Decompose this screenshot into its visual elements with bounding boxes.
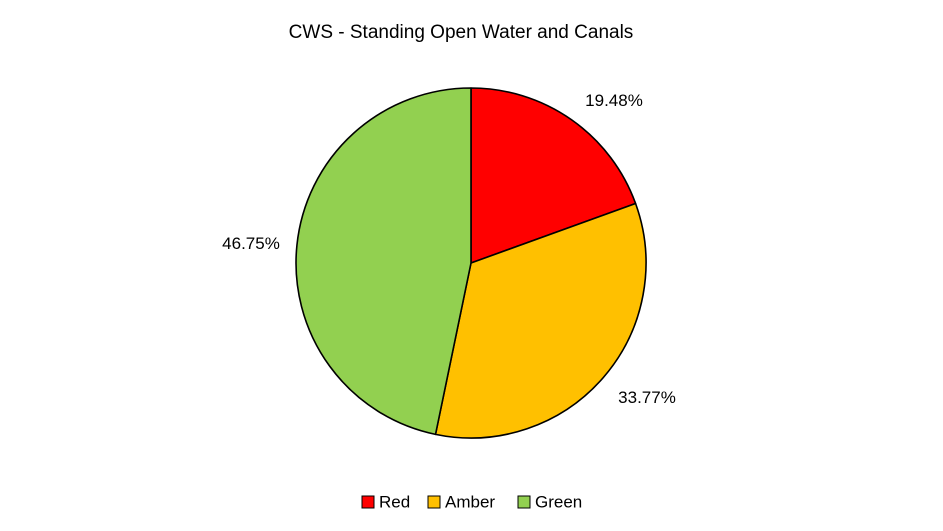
legend-item-red: Red (361, 493, 410, 512)
pie-slice-green (295, 87, 472, 436)
pie-slice-amber (434, 202, 647, 439)
legend-item-amber: Amber (427, 493, 495, 512)
data-label-green: 46.75% (222, 234, 280, 253)
data-label-red: 19.48% (585, 91, 643, 110)
data-label-amber: 33.77% (618, 388, 676, 407)
legend: Red Amber Green (361, 493, 582, 512)
data-labels: 19.48% 33.77% 46.75% (222, 91, 676, 407)
legend-label-red: Red (379, 493, 410, 512)
pie-slice-red (470, 87, 637, 264)
legend-swatch-red (361, 495, 375, 509)
legend-swatch-green (517, 495, 531, 509)
legend-label-amber: Amber (445, 493, 495, 512)
chart-title: CWS - Standing Open Water and Canals (289, 22, 634, 43)
legend-label-green: Green (535, 493, 582, 512)
legend-item-green: Green (517, 493, 582, 512)
legend-swatch-amber (427, 495, 441, 509)
pie-slices (295, 87, 647, 439)
